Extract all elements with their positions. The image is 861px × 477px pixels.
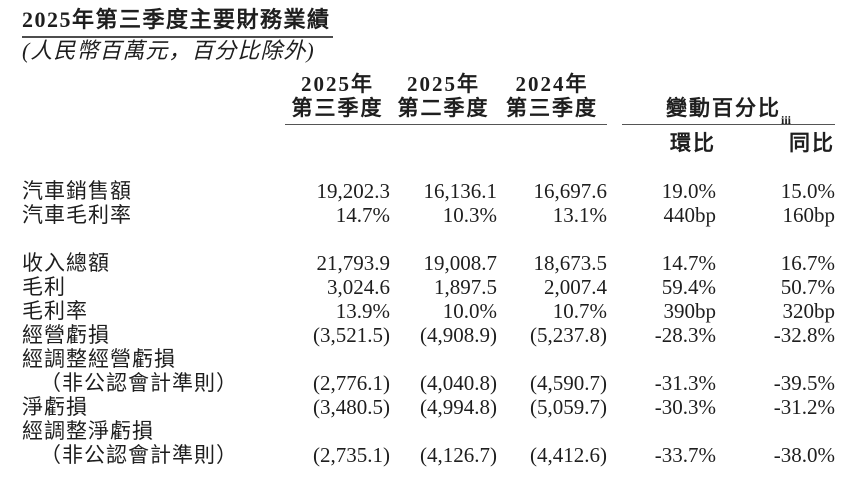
cell-q3-2024 <box>497 419 607 443</box>
cell-q3-2024: (5,237.8) <box>530 323 607 347</box>
cell-yoy: 160bp <box>782 203 836 227</box>
cell-qoq: 59.4% <box>661 275 716 299</box>
cell-qoq <box>607 419 716 443</box>
cell-yoy: 15.0% <box>780 179 835 203</box>
col-header-q2-2025-year: 2025年 <box>407 72 480 96</box>
cell-q2-2025: 1,897.5 <box>434 275 497 299</box>
cell-q3-2025: (3,480.5) <box>313 395 390 419</box>
cell-q2-2025: 16,136.1 <box>423 179 498 203</box>
row-label: 收入總額 <box>22 251 110 275</box>
cell-q2-2025 <box>390 419 497 443</box>
cell-q2-2025: (4,126.7) <box>420 443 497 467</box>
cell-q2-2025: 10.3% <box>442 203 497 227</box>
cell-qoq: -28.3% <box>654 323 716 347</box>
cell-q3-2024: 10.7% <box>552 299 607 323</box>
col-header-yoy: 同比 <box>789 131 835 155</box>
row-label: 毛利 <box>22 275 66 299</box>
cell-yoy: -32.8% <box>773 323 835 347</box>
col-header-q2-2025: 2025年 第二季度 <box>390 72 497 125</box>
col-header-q3-2024: 2024年 第三季度 <box>497 72 607 125</box>
cell-qoq: 19.0% <box>661 179 716 203</box>
cell-qoq <box>607 347 716 371</box>
cell-qoq: -31.3% <box>654 371 716 395</box>
col-header-qoq: 環比 <box>670 131 716 155</box>
cell-q3-2024: 16,697.6 <box>533 179 608 203</box>
header-gap <box>22 155 835 179</box>
cell-q2-2025: (4,994.8) <box>420 395 497 419</box>
header-label-cell <box>22 72 285 125</box>
cell-q3-2025: (2,776.1) <box>313 371 390 395</box>
cell-q2-2025: (4,908.9) <box>420 323 497 347</box>
financial-table: 2025年 第三季度 2025年 第二季度 2024年 第三季度 變動百分比 iii 環… <box>22 72 835 467</box>
cell-qoq: 390bp <box>663 299 717 323</box>
cell-q3-2025: 14.7% <box>335 203 390 227</box>
cell-qoq: 440bp <box>663 203 717 227</box>
col-header-q3-2025-year: 2025年 <box>301 72 374 96</box>
col-header-q2-2025-quarter: 第二季度 <box>397 96 490 120</box>
cell-q3-2024: 13.1% <box>552 203 607 227</box>
cell-qoq: -33.7% <box>654 443 716 467</box>
cell-q3-2025: (2,735.1) <box>313 443 390 467</box>
cell-q3-2024: 18,673.5 <box>533 251 608 275</box>
col-header-q3-2024-quarter: 第三季度 <box>506 96 598 120</box>
row-label: 經調整淨虧損 <box>22 419 154 443</box>
cell-yoy: -31.2% <box>773 395 835 419</box>
row-label: 經營虧損 <box>22 323 110 347</box>
page-title: 2025年第三季度主要財務業績 <box>22 5 333 38</box>
cell-yoy <box>716 347 835 371</box>
cell-q2-2025: 10.0% <box>442 299 497 323</box>
cell-q3-2025: 3,024.6 <box>327 275 390 299</box>
row-label: （非公認會計準則） <box>40 443 238 467</box>
change-percentage-header: 變動百分比 iii <box>622 72 835 126</box>
cell-yoy <box>716 419 835 443</box>
row-label: 淨虧損 <box>22 395 88 419</box>
cell-yoy: 50.7% <box>780 275 835 299</box>
cell-q3-2024: 2,007.4 <box>544 275 607 299</box>
cell-q2-2025 <box>390 347 497 371</box>
row-label: 毛利率 <box>22 299 88 323</box>
col-header-q3-2025: 2025年 第三季度 <box>285 72 390 125</box>
row-label: 汽車毛利率 <box>22 203 132 227</box>
cell-qoq: -30.3% <box>654 395 716 419</box>
cell-yoy: 16.7% <box>780 251 835 275</box>
row-label: 經調整經營虧損 <box>22 347 176 371</box>
cell-q3-2024: (4,590.7) <box>530 371 607 395</box>
cell-q3-2025 <box>285 419 390 443</box>
cell-q2-2025: (4,040.8) <box>420 371 497 395</box>
cell-q3-2025: 19,202.3 <box>316 179 391 203</box>
cell-q3-2024 <box>497 347 607 371</box>
cell-q3-2025: (3,521.5) <box>313 323 390 347</box>
cell-yoy: -38.0% <box>773 443 835 467</box>
col-header-q3-2024-year: 2024年 <box>515 72 589 96</box>
page-subtitle: (人民幣百萬元，百分比除外) <box>22 38 315 63</box>
row-spacer <box>22 227 835 251</box>
cell-q3-2025 <box>285 347 390 371</box>
change-percentage-label: 變動百分比 <box>665 96 781 120</box>
cell-q3-2025: 21,793.9 <box>316 251 391 275</box>
cell-q2-2025: 19,008.7 <box>423 251 498 275</box>
cell-q3-2025: 13.9% <box>335 299 390 323</box>
cell-yoy: -39.5% <box>773 371 835 395</box>
cell-q3-2024: (4,412.6) <box>530 443 607 467</box>
cell-qoq: 14.7% <box>661 251 716 275</box>
row-label: （非公認會計準則） <box>40 371 238 395</box>
cell-q3-2024: (5,059.7) <box>530 395 607 419</box>
cell-yoy: 320bp <box>782 299 836 323</box>
col-header-q3-2025-quarter: 第三季度 <box>291 96 384 120</box>
row-label: 汽車銷售額 <box>22 179 132 203</box>
